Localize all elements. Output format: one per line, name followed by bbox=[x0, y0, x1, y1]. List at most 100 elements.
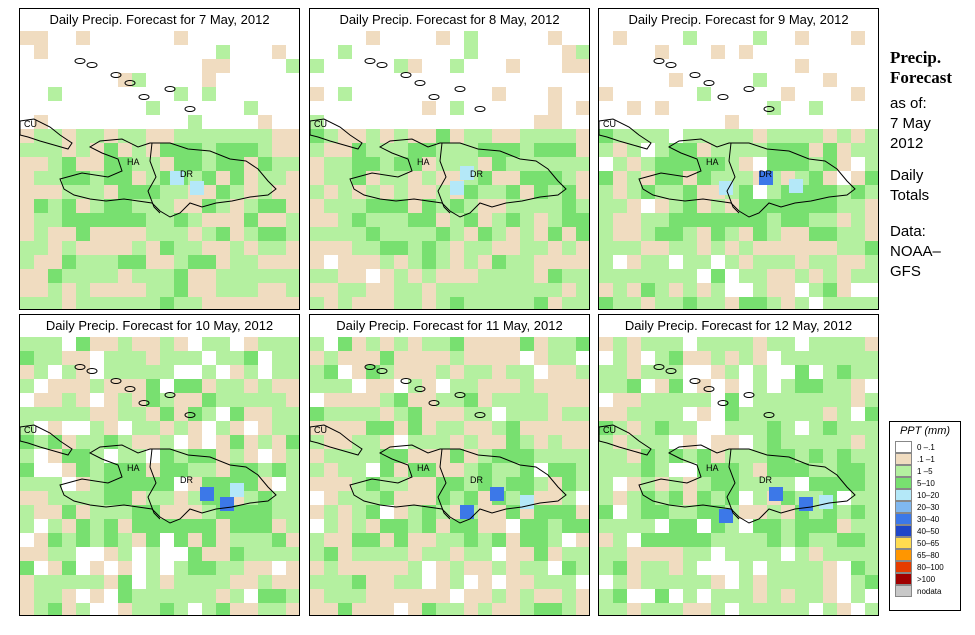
precip-cell bbox=[809, 297, 823, 309]
precip-cell bbox=[188, 435, 202, 449]
precip-cell bbox=[244, 547, 258, 561]
precip-cell bbox=[272, 73, 286, 87]
precip-cell bbox=[422, 407, 436, 421]
precip-cell bbox=[132, 533, 146, 547]
precip-cell bbox=[725, 365, 739, 379]
precip-cell bbox=[230, 393, 244, 407]
precip-cell bbox=[324, 505, 338, 519]
precip-cell bbox=[380, 463, 394, 477]
precip-cell bbox=[767, 87, 781, 101]
precip-cell bbox=[436, 561, 450, 575]
precip-cell bbox=[118, 519, 132, 533]
precip-cell bbox=[823, 87, 837, 101]
precip-cell bbox=[422, 157, 436, 171]
precip-cell bbox=[338, 185, 352, 199]
precip-cell bbox=[851, 421, 865, 435]
precip-cell bbox=[851, 603, 865, 615]
precip-cell bbox=[837, 561, 851, 575]
precip-cell bbox=[216, 463, 230, 477]
precip-cell bbox=[669, 337, 683, 351]
precip-cell bbox=[613, 547, 627, 561]
precip-cell bbox=[422, 575, 436, 589]
precip-cell bbox=[202, 45, 216, 59]
precip-cell bbox=[324, 533, 338, 547]
precip-cell bbox=[20, 505, 34, 519]
precip-cell bbox=[258, 31, 272, 45]
precip-cell bbox=[272, 199, 286, 213]
precip-cell bbox=[188, 379, 202, 393]
precip-cell bbox=[272, 463, 286, 477]
precip-cell bbox=[739, 547, 753, 561]
precip-cell bbox=[478, 227, 492, 241]
precip-cell bbox=[506, 129, 520, 143]
precip-cell bbox=[492, 115, 506, 129]
precip-cell bbox=[683, 449, 697, 463]
precip-cell bbox=[753, 227, 767, 241]
precip-cell bbox=[450, 463, 464, 477]
precip-cell bbox=[683, 31, 697, 45]
precip-cell bbox=[408, 505, 422, 519]
precip-cell bbox=[627, 533, 641, 547]
precip-cell bbox=[286, 337, 299, 351]
precip-cell-heavy bbox=[190, 181, 204, 195]
hispaniola-coastline bbox=[349, 138, 567, 218]
precip-cell bbox=[118, 351, 132, 365]
precip-cell bbox=[851, 87, 865, 101]
precip-cell bbox=[781, 477, 795, 491]
precip-cell bbox=[865, 227, 878, 241]
precip-cell bbox=[310, 351, 324, 365]
precip-cell bbox=[118, 59, 132, 73]
precip-cell bbox=[478, 421, 492, 435]
precip-cell bbox=[837, 519, 851, 533]
precip-cell bbox=[34, 547, 48, 561]
precip-cell bbox=[739, 297, 753, 309]
precip-cell bbox=[548, 255, 562, 269]
precip-cell bbox=[641, 337, 655, 351]
precip-cell bbox=[641, 435, 655, 449]
precip-cell bbox=[767, 505, 781, 519]
precip-cell bbox=[520, 575, 534, 589]
precip-cell bbox=[781, 575, 795, 589]
precip-cell bbox=[258, 351, 272, 365]
precip-cell bbox=[809, 379, 823, 393]
precip-cell bbox=[520, 407, 534, 421]
precip-cell bbox=[669, 505, 683, 519]
precip-cell bbox=[422, 603, 436, 615]
precip-cell bbox=[739, 505, 753, 519]
precip-cell bbox=[655, 435, 669, 449]
precip-cell bbox=[711, 603, 725, 615]
precip-cell bbox=[506, 241, 520, 255]
precip-cell bbox=[62, 435, 76, 449]
precip-cell bbox=[837, 589, 851, 603]
precip-cell bbox=[492, 31, 506, 45]
precip-cell bbox=[809, 143, 823, 157]
precip-cell bbox=[767, 297, 781, 309]
precip-cell bbox=[809, 227, 823, 241]
precip-cell bbox=[697, 491, 711, 505]
precip-cell bbox=[202, 407, 216, 421]
precip-cell bbox=[450, 547, 464, 561]
precip-cell bbox=[576, 73, 589, 87]
precip-cell bbox=[837, 143, 851, 157]
precip-cell bbox=[352, 547, 366, 561]
precip-cell bbox=[548, 351, 562, 365]
precip-cell bbox=[548, 129, 562, 143]
precip-cell bbox=[188, 491, 202, 505]
precip-cell bbox=[20, 185, 34, 199]
precip-cell bbox=[132, 603, 146, 615]
precip-cell bbox=[534, 505, 548, 519]
precip-cell bbox=[324, 87, 338, 101]
precip-cell bbox=[216, 365, 230, 379]
precip-cell bbox=[534, 269, 548, 283]
precip-cell bbox=[683, 589, 697, 603]
precip-cell bbox=[272, 477, 286, 491]
precip-cell bbox=[823, 351, 837, 365]
precip-cell bbox=[548, 213, 562, 227]
precip-cell bbox=[422, 227, 436, 241]
precip-cell bbox=[641, 589, 655, 603]
precip-cell bbox=[408, 407, 422, 421]
precip-cell-heavy bbox=[819, 495, 833, 509]
precip-cell bbox=[795, 129, 809, 143]
precip-cell bbox=[865, 283, 878, 297]
precip-cell bbox=[865, 115, 878, 129]
